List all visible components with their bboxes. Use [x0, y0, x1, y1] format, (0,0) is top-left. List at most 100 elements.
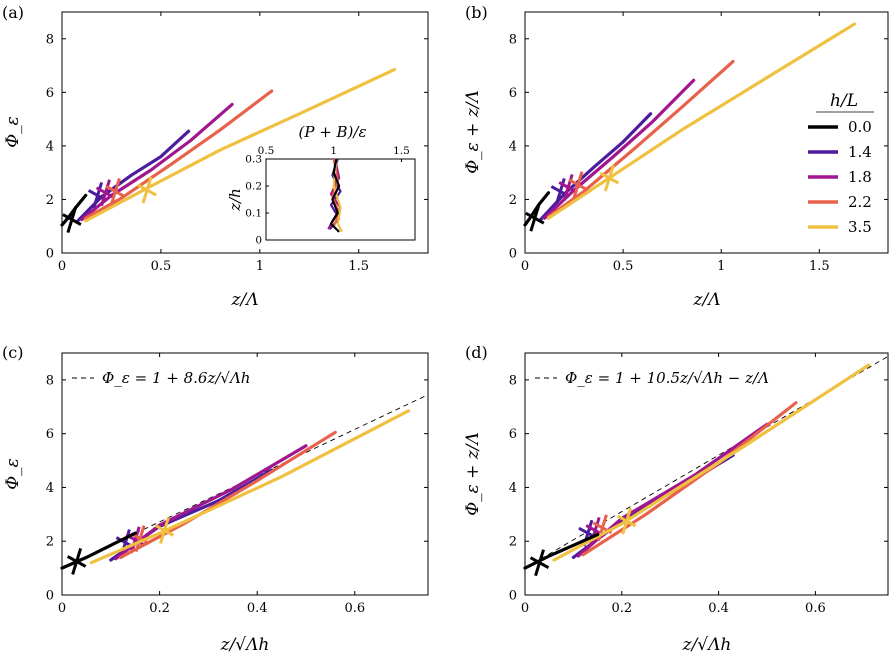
legend-title: h/L [830, 91, 858, 111]
y-axis-label: Φ_ε + z/Λ [463, 432, 483, 516]
x-tick-label: 0.5 [151, 259, 172, 274]
x-tick-label: 0.5 [613, 259, 634, 274]
x-tick-label: 1.5 [809, 259, 830, 274]
marker-h3.5 [154, 524, 175, 537]
panel-label: (a) [2, 3, 24, 22]
y-tick-label: 0 [509, 589, 517, 604]
plot-frame [524, 11, 889, 254]
legend-label: 2.2 [848, 193, 872, 211]
x-axis-label: z/Λ [231, 290, 259, 310]
x-axis-label: z/√Λh [682, 635, 732, 655]
chart-panel-1: 0 0.5 1 1.5 0 2 4 6 8 (a) z/Λ Φ_ε [2, 3, 429, 310]
x-tick-label: 1 [256, 259, 264, 274]
marker-h3.5 [616, 514, 637, 528]
y-tick-label: 6 [509, 427, 517, 442]
chart-panel-2: 0 0.5 1 1.5 0 2 4 6 8 (b) z/Λ Φ_ε + z/Λ [463, 3, 889, 310]
marker-h0.0 [62, 213, 82, 226]
y-tick-label: 4 [46, 139, 54, 154]
y-axis-label: Φ_ε [3, 116, 23, 148]
y-tick-label: 0 [46, 589, 54, 604]
marker-h0.0 [525, 211, 545, 225]
chart-panel-3: 0 0.2 0.4 0.6 0 2 4 6 8 (c) z/√Λh Φ_ε Φ_ε = 1 + 8.6z… [2, 343, 429, 655]
y-tick-label: 4 [509, 481, 517, 496]
inset-frame [265, 158, 416, 241]
x-tick-label: 0 [521, 259, 529, 274]
x-tick-label: 0.2 [149, 601, 170, 616]
plot-frame [61, 11, 429, 254]
y-tick-label: 6 [509, 86, 517, 101]
marker-h0.0 [66, 555, 87, 568]
inset-y-tick-label: 0.1 [245, 208, 262, 220]
x-tick-label: 1.5 [348, 259, 369, 274]
x-tick-label: 0.6 [344, 601, 365, 616]
x-tick-label: 0.4 [708, 601, 729, 616]
y-tick-label: 8 [46, 32, 54, 47]
y-tick-label: 2 [509, 193, 517, 208]
y-tick-label: 6 [46, 86, 54, 101]
series-line-h2.2 [546, 59, 735, 219]
inset-chart: 0.5 1 1.5 0 0.1 0.2 0.3 (P + B)/ε z/h [226, 123, 416, 247]
x-tick-label: 0.6 [805, 601, 826, 616]
plot-frame [524, 352, 889, 596]
fit-annotation: Φ_ε = 1 + 10.5z/√Λh − z/Λ [565, 369, 769, 387]
x-axis-label: z/Λ [693, 290, 721, 310]
x-tick-label: 0 [58, 259, 66, 274]
series-line-h3.5 [84, 68, 396, 223]
x-tick-label: 0.2 [611, 601, 632, 616]
y-tick-label: 2 [46, 193, 54, 208]
series-line-h3.5 [89, 409, 411, 565]
x-tick-label: 0 [521, 601, 529, 616]
marker-h3.5 [137, 183, 157, 197]
legend: h/L 0.0 1.4 1.8 2.2 3.5 [808, 91, 874, 236]
y-axis-label: Φ_ε [3, 458, 23, 490]
series-line-h2.2 [119, 430, 337, 559]
y-tick-label: 8 [509, 373, 517, 388]
marker-h1.8 [558, 181, 578, 194]
series-line-h3.5 [552, 363, 871, 562]
x-axis-label: z/√Λh [220, 635, 270, 655]
fit-line [524, 355, 889, 569]
inset-y-label: z/h [226, 188, 244, 212]
y-tick-label: 0 [46, 247, 54, 262]
inset-y-tick-label: 0.2 [245, 181, 262, 193]
series-line-h0.0 [60, 193, 88, 227]
y-tick-label: 8 [509, 32, 517, 47]
y-tick-label: 4 [509, 139, 517, 154]
series-line-h1.8 [80, 102, 234, 222]
series-line-h2.2 [581, 401, 798, 557]
panel-label: (b) [465, 3, 488, 22]
marker-h2.2 [568, 178, 588, 192]
inset-title: (P + B)/ε [298, 123, 366, 141]
series-line-h1.8 [543, 78, 696, 220]
series-line-h2.2 [84, 89, 274, 220]
y-tick-label: 0 [509, 247, 517, 262]
plot-frame [61, 352, 429, 596]
legend-label: 1.4 [848, 143, 872, 161]
x-tick-label: 0.4 [247, 601, 268, 616]
y-tick-label: 8 [46, 373, 54, 388]
marker-h3.5 [599, 171, 620, 185]
inset-y-tick-label: 0 [255, 235, 262, 247]
y-tick-label: 2 [509, 535, 517, 550]
x-tick-label: 1 [717, 259, 725, 274]
y-tick-label: 6 [46, 427, 54, 442]
legend-label: 0.0 [848, 118, 872, 136]
inset-line-h0.0 [329, 158, 341, 233]
fit-annotation: Φ_ε = 1 + 8.6z/√Λh [102, 369, 250, 387]
y-tick-label: 2 [46, 535, 54, 550]
panel-label: (c) [2, 343, 23, 362]
marker-h0.0 [529, 556, 550, 570]
series-line-h0.0 [60, 531, 137, 570]
inset-x-tick-label: 0.5 [258, 145, 275, 157]
inset-x-tick-label: 1.5 [393, 145, 410, 157]
series-line-h0.0 [523, 191, 551, 227]
marker-h2.2 [105, 185, 126, 198]
y-tick-label: 4 [46, 481, 54, 496]
x-tick-label: 0 [58, 601, 66, 616]
series-line-h3.5 [546, 22, 857, 220]
inset-y-tick-label: 0.3 [245, 154, 262, 166]
inset-x-tick-label: 1 [330, 145, 337, 157]
y-axis-label: Φ_ε + z/Λ [463, 90, 483, 174]
marker-h1.8 [95, 186, 116, 200]
